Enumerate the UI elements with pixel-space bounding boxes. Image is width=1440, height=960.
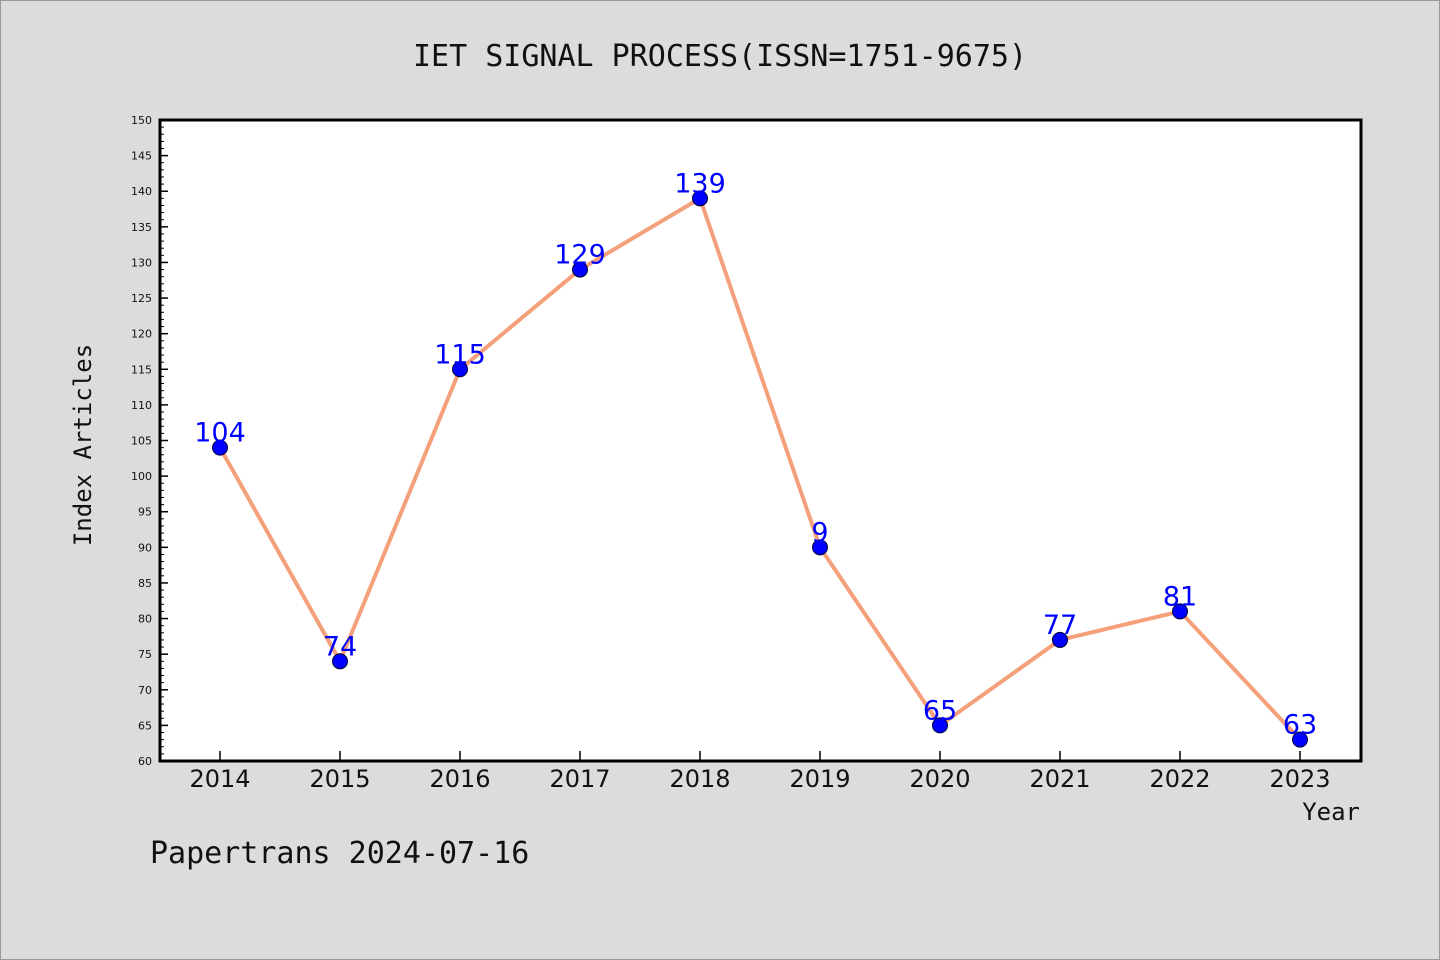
data-label: 81 [1163,581,1197,612]
y-tick-label: 130 [131,256,152,269]
data-point-marker [452,361,468,378]
data-label: 77 [1043,610,1077,641]
y-tick-label: 140 [131,185,152,198]
data-point-marker [1292,731,1308,748]
y-tick-label: 85 [138,577,152,590]
data-labels-layer: 104 74 115 129 139 9 65 77 81 63 [194,168,1317,740]
y-tick-label: 90 [138,541,152,554]
y-tick-label: 70 [138,684,152,697]
data-label: 115 [434,339,486,370]
data-label: 129 [554,240,606,271]
plot-area [158,118,1363,763]
data-label: 74 [323,631,357,662]
data-label: 139 [674,168,726,199]
x-axis-ticks: 2014 2015 2016 2017 2018 2019 2020 2021 2022 2023 [189,751,1331,793]
x-tick-label: 2020 [909,765,970,793]
data-point-marker [1052,631,1068,648]
x-tick-label: 2015 [309,765,370,793]
x-tick-label: 2014 [189,765,250,793]
data-label: 65 [923,695,957,726]
x-tick-label: 2017 [549,765,610,793]
footer-credit: Papertrans 2024-07-16 [150,836,529,871]
y-tick-label: 115 [131,363,152,376]
data-point-marker [1172,603,1188,620]
y-tick-label: 105 [131,435,152,448]
chart-title: IET SIGNAL PROCESS(ISSN=1751-9675) [413,39,1027,74]
series-line [218,196,1302,742]
x-tick-label: 2016 [429,765,490,793]
y-axis-ticks: 60 65 70 75 80 85 90 95 100 105 110 115 120 125 130 135… [131,114,168,768]
y-tick-label: 75 [138,648,152,661]
data-point-marker [932,717,948,734]
y-axis-label: Index Articles [69,344,97,546]
x-tick-label: 2023 [1269,765,1330,793]
x-tick-label: 2021 [1029,765,1090,793]
data-point-marker [212,439,228,456]
y-tick-label: 145 [131,150,152,163]
data-point-marker [692,190,708,207]
x-axis-label: Year [1302,798,1360,826]
y-tick-label: 120 [131,328,152,341]
y-tick-label: 100 [131,470,152,483]
x-tick-label: 2022 [1149,765,1210,793]
series-layer [218,196,1302,742]
x-tick-label: 2018 [669,765,730,793]
data-label: 63 [1283,710,1317,741]
y-tick-label: 150 [131,114,152,127]
y-tick-label: 135 [131,221,152,234]
data-label: 9 [811,517,828,548]
data-label: 104 [194,418,246,449]
markers-layer [212,190,1308,748]
y-tick-label: 125 [131,292,152,305]
y-tick-label: 65 [138,719,152,732]
y-tick-label: 60 [138,755,152,768]
y-tick-label: 110 [131,399,152,412]
data-point-marker [572,261,588,278]
x-tick-label: 2019 [789,765,850,793]
data-point-marker [332,653,348,670]
data-point-marker [812,539,828,556]
y-tick-label: 80 [138,613,152,626]
y-tick-label: 95 [138,506,152,519]
